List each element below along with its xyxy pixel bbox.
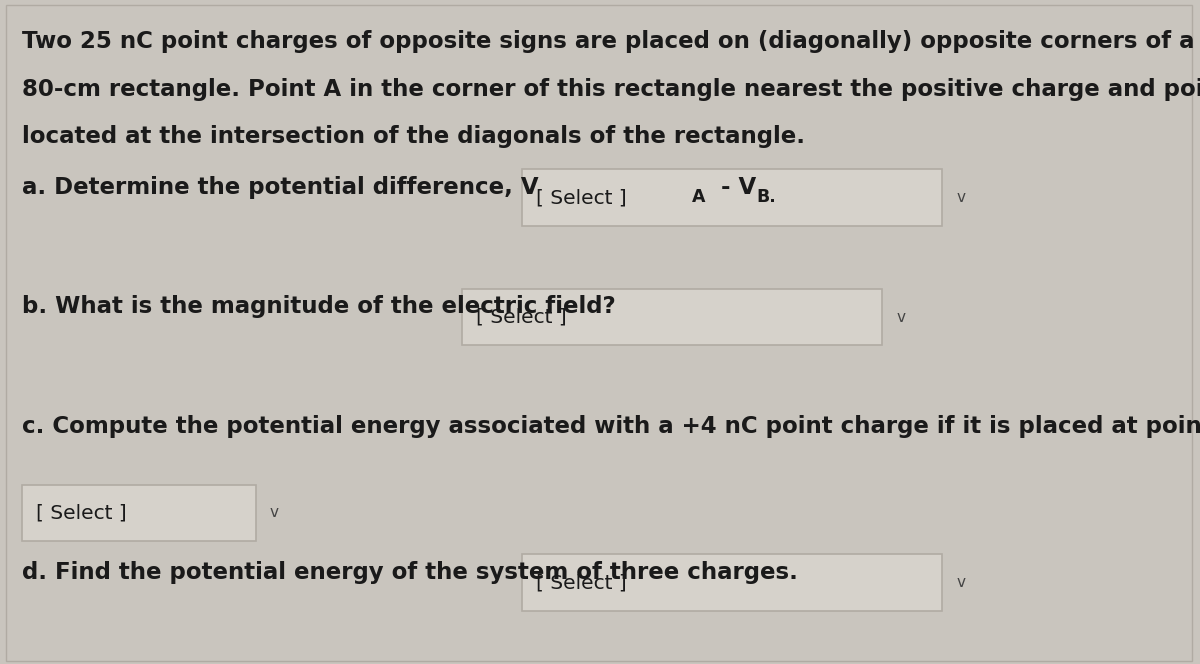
Text: [ Select ]: [ Select ] (536, 573, 628, 592)
Text: - V: - V (713, 176, 756, 199)
Text: A: A (692, 188, 706, 206)
Text: v: v (896, 309, 906, 325)
Text: [ Select ]: [ Select ] (536, 188, 628, 207)
Text: B.: B. (756, 188, 775, 206)
Text: v: v (956, 575, 965, 590)
Text: 80-cm rectangle. Point A in the corner of this rectangle nearest the positive ch: 80-cm rectangle. Point A in the corner o… (22, 78, 1200, 101)
Text: located at the intersection of the diagonals of the rectangle.: located at the intersection of the diago… (22, 125, 805, 149)
FancyBboxPatch shape (522, 169, 942, 226)
Text: v: v (270, 505, 278, 521)
FancyBboxPatch shape (462, 289, 882, 345)
Text: Two 25 nC point charges of opposite signs are placed on (diagonally) opposite co: Two 25 nC point charges of opposite sign… (22, 30, 1200, 53)
Text: b. What is the magnitude of the electric field?: b. What is the magnitude of the electric… (22, 295, 616, 319)
Text: a. Determine the potential difference, V: a. Determine the potential difference, V (22, 176, 539, 199)
Text: d. Find the potential energy of the system of three charges.: d. Find the potential energy of the syst… (22, 561, 798, 584)
Text: v: v (956, 190, 965, 205)
Text: c. Compute the potential energy associated with a +4 nC point charge if it is pl: c. Compute the potential energy associat… (22, 415, 1200, 438)
FancyBboxPatch shape (22, 485, 256, 541)
Text: [ Select ]: [ Select ] (36, 503, 127, 523)
FancyBboxPatch shape (6, 5, 1192, 661)
Text: [ Select ]: [ Select ] (476, 307, 568, 327)
FancyBboxPatch shape (522, 554, 942, 611)
